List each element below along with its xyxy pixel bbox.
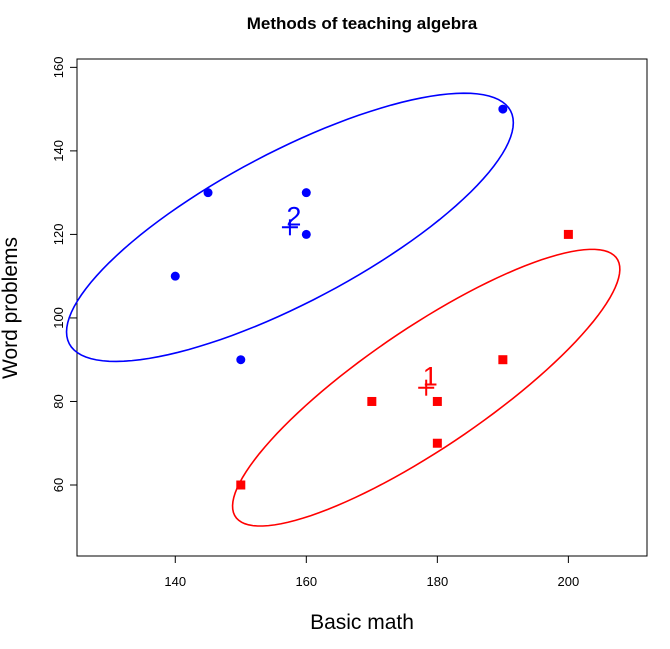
x-axis: 140 160 180 200 xyxy=(164,555,580,589)
data-point-group-1 xyxy=(432,396,442,406)
data-point-group-2 xyxy=(203,188,213,198)
data-point-group-1 xyxy=(432,438,442,448)
data-point-group-1 xyxy=(236,480,246,490)
y-tick-label: 120 xyxy=(51,224,66,246)
x-tick-label: 160 xyxy=(295,574,317,589)
data-point-group-1 xyxy=(498,355,508,365)
data-point-group-1 xyxy=(563,229,573,239)
data-point-group-2 xyxy=(301,229,311,239)
data-point-group-2 xyxy=(236,355,246,365)
x-tick-label: 140 xyxy=(164,574,186,589)
y-tick-label: 80 xyxy=(51,394,66,408)
y-tick-label: 160 xyxy=(51,57,66,79)
chart-title: Methods of teaching algebra xyxy=(247,14,478,33)
group-label-2: 2 xyxy=(286,201,301,231)
data-point-group-2 xyxy=(498,104,508,114)
data-point-group-1 xyxy=(367,396,377,406)
y-tick-label: 100 xyxy=(51,307,66,329)
confidence-ellipses xyxy=(65,92,621,527)
data-point-group-2 xyxy=(301,188,311,198)
data-point-group-2 xyxy=(170,271,180,281)
x-tick-label: 180 xyxy=(426,574,448,589)
ellipse-group-2 xyxy=(65,92,515,363)
y-tick-label: 60 xyxy=(51,478,66,492)
y-axis: 60 80 100 120 140 160 xyxy=(51,57,78,492)
group-centroids: 12 xyxy=(281,201,438,396)
y-axis-label: Word problems xyxy=(0,237,22,379)
y-tick-label: 140 xyxy=(51,140,66,162)
plot-frame xyxy=(76,58,648,557)
x-axis-label: Basic math xyxy=(310,611,414,634)
data-points xyxy=(170,104,573,490)
x-tick-label: 200 xyxy=(558,574,580,589)
ellipse-group-1 xyxy=(231,248,621,527)
group-label-1: 1 xyxy=(423,362,438,392)
